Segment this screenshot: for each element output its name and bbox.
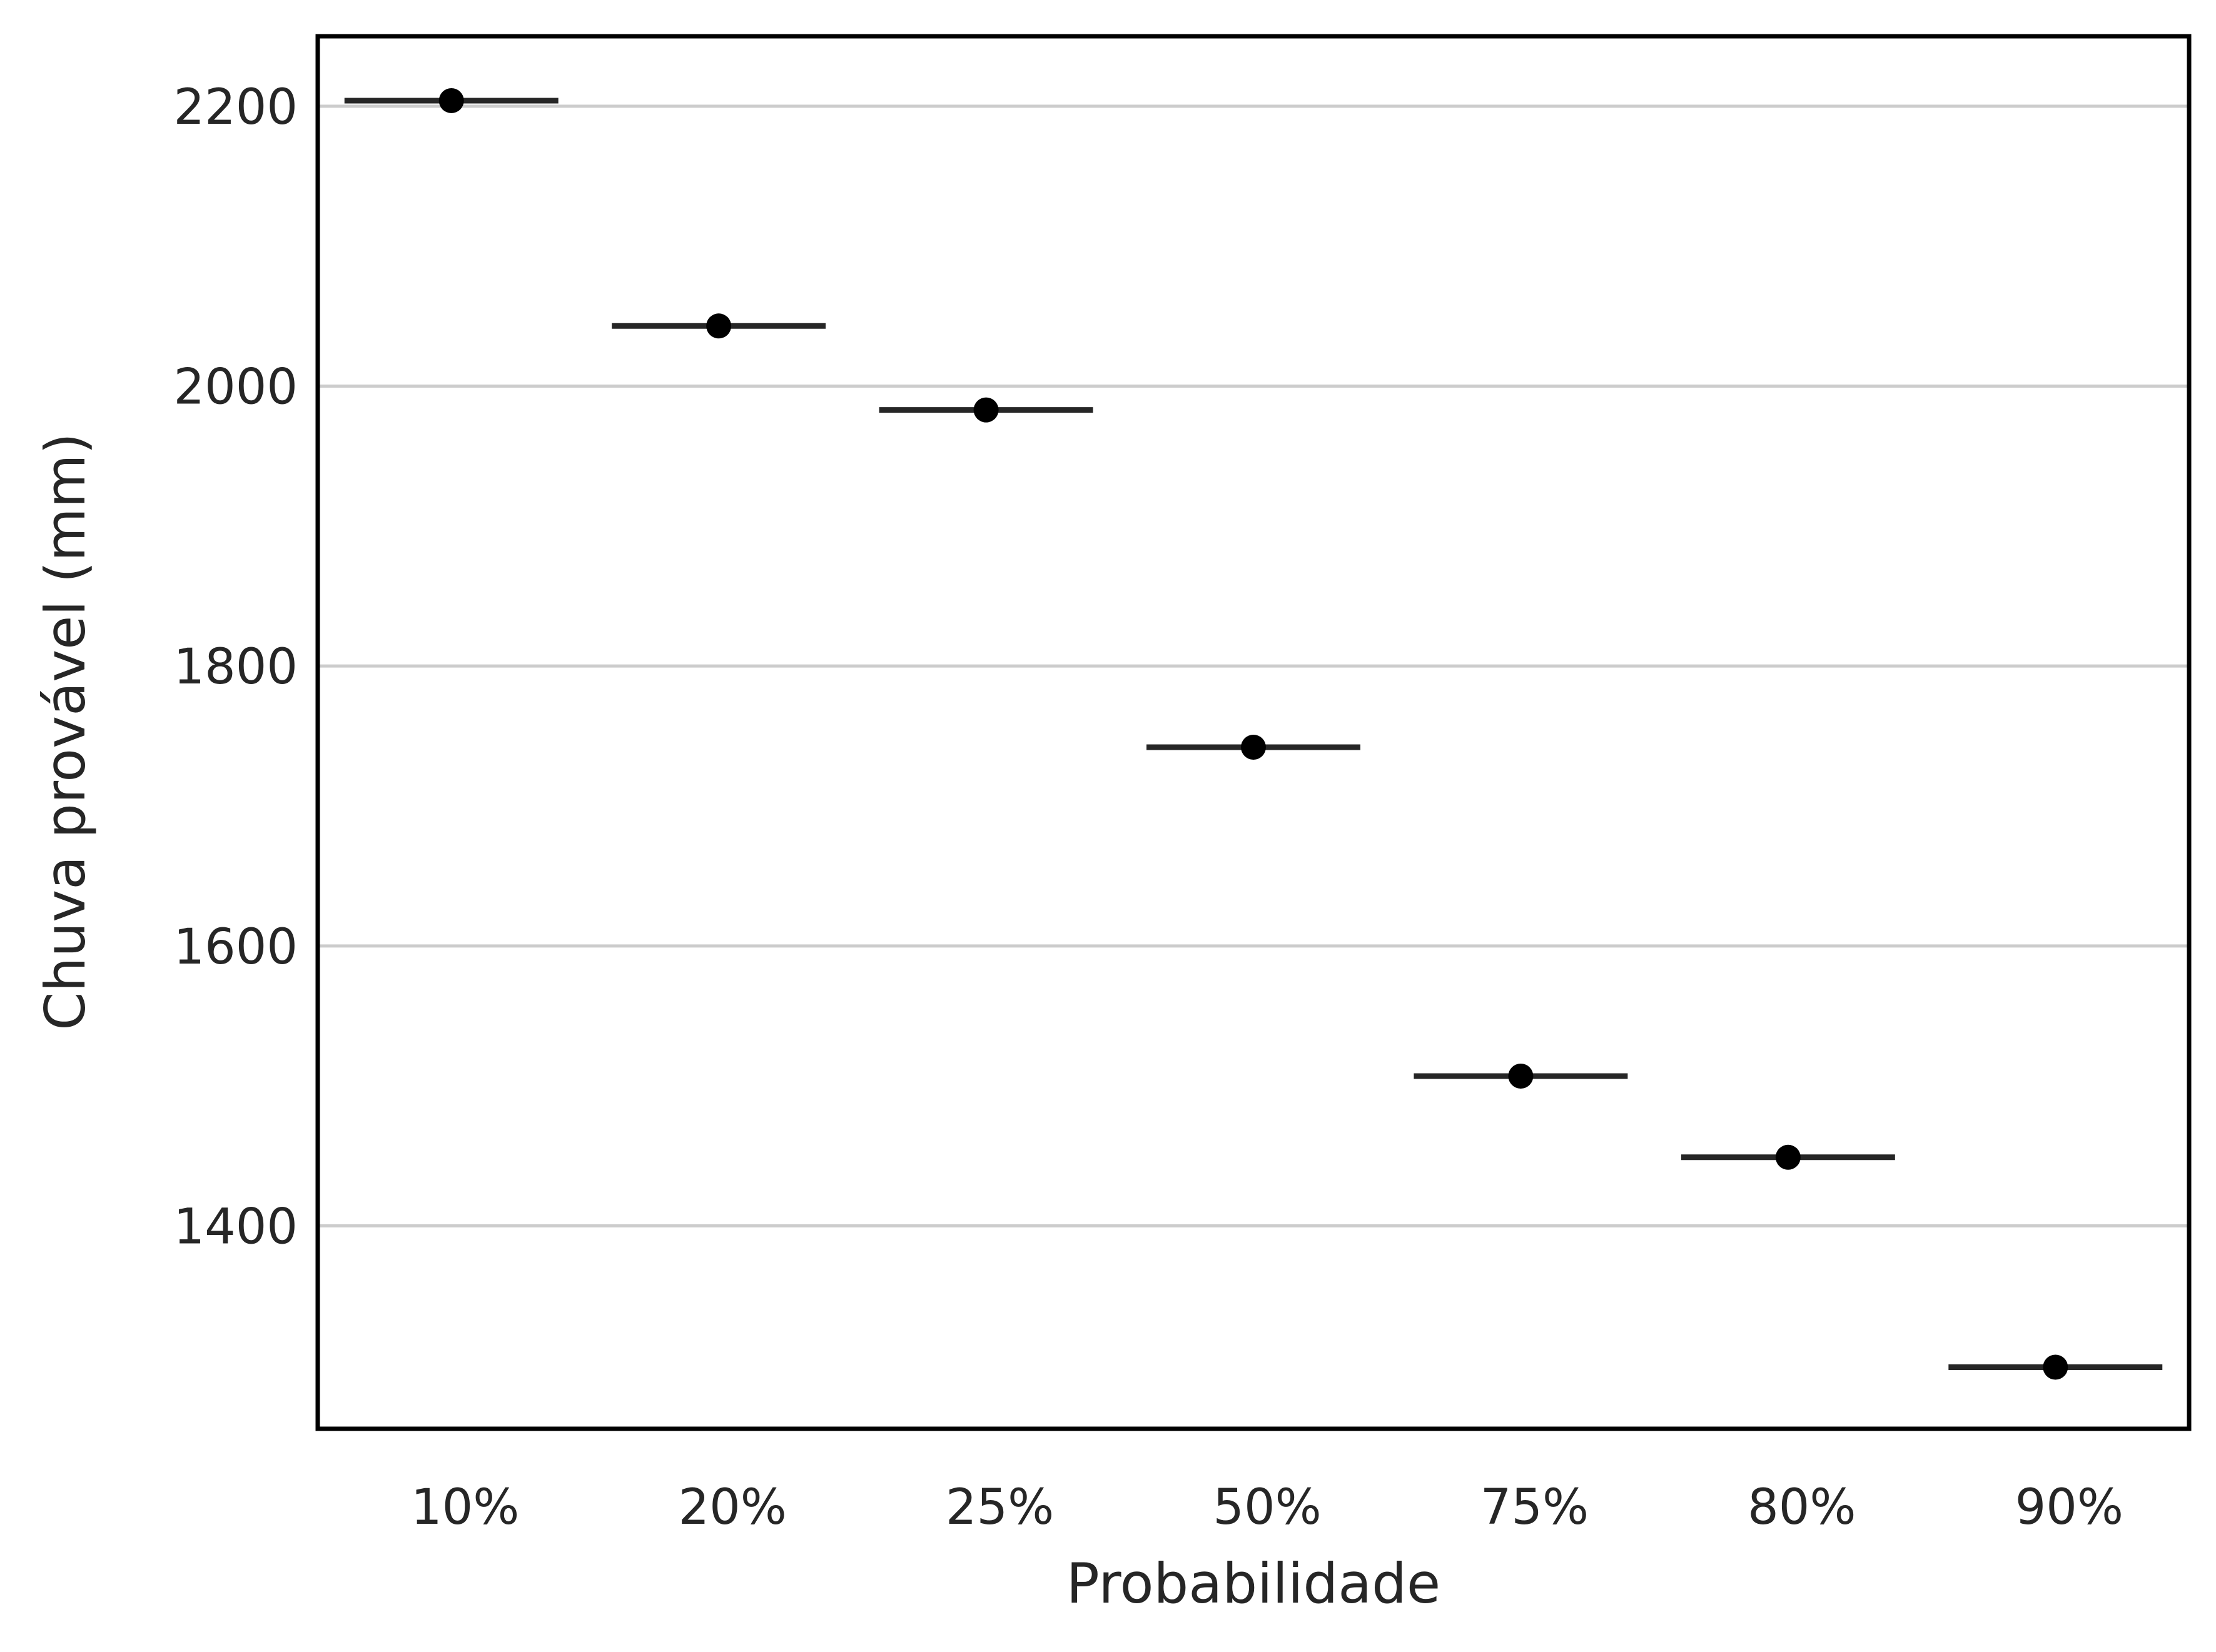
data-point — [1241, 735, 1266, 760]
y-tick-label: 2000 — [173, 360, 298, 416]
x-axis-title: Probabilidade — [1066, 1551, 1440, 1616]
y-tick-label: 2200 — [173, 79, 298, 136]
x-tick-label: 80% — [1748, 1479, 1856, 1536]
data-point — [1775, 1144, 1801, 1170]
y-tick-labels: 1400 1600 1800 2000 2200 — [173, 79, 298, 1256]
data-point — [706, 313, 732, 339]
data-point — [973, 397, 999, 423]
x-tick-label: 10% — [411, 1479, 519, 1536]
y-tick-label: 1800 — [173, 639, 298, 695]
x-tick-label: 50% — [1213, 1479, 1321, 1536]
data-point — [438, 88, 464, 113]
plot-frame — [315, 34, 2192, 1431]
x-tick-label: 75% — [1480, 1479, 1589, 1536]
marks-layer — [344, 88, 2163, 1380]
x-tick-label: 25% — [946, 1479, 1054, 1536]
data-point — [2043, 1354, 2068, 1380]
x-tick-labels: 10% 20% 25% 50% 75% 80% 90% — [411, 1479, 2123, 1536]
data-point — [1508, 1063, 1534, 1089]
grid-layer — [318, 104, 2189, 1227]
x-tick-label: 20% — [678, 1479, 786, 1536]
y-tick-label: 1600 — [173, 919, 298, 975]
y-tick-label: 1400 — [173, 1199, 298, 1255]
x-tick-label: 90% — [2015, 1479, 2123, 1536]
y-axis-title: Chuva provável (mm) — [33, 433, 98, 1030]
